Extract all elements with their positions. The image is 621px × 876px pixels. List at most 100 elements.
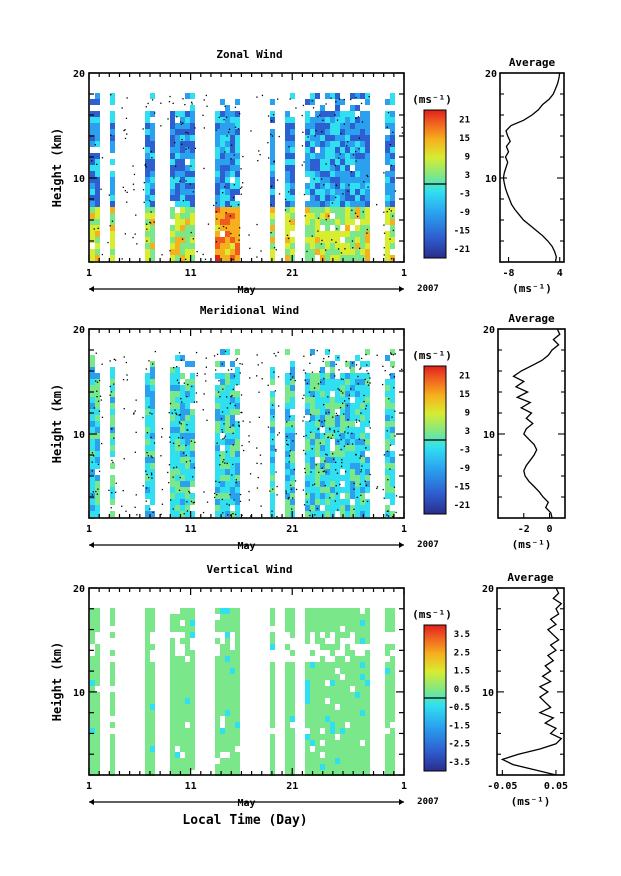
average-panel-vert: Average 20 10 -0.05 0.05 (ms⁻¹) [482,571,568,808]
y-tick-label: 10 [73,430,85,441]
contour-stipple-zonal [91,94,404,260]
y-tick-label: 20 [73,69,85,80]
x-tick-label: 21 [286,268,298,279]
average-profile-line [512,328,561,519]
average-frame [499,72,565,263]
panel-title: Vertical Wind [206,563,292,576]
colorbar-vert: (ms⁻¹)3.5 2.5 1.5 0.5 -0.5 -1.5 -2.5 -3.5 [412,608,470,772]
average-x-tick-label: -0.05 [487,781,517,792]
colorbar-zonal: (ms⁻¹) 21 15 9 3 -3 -9 -15 -21 [412,93,470,259]
colorbar-tick-label: -15 [454,482,470,492]
x-ticks-vert [88,587,405,776]
x-tick-label: 1 [86,524,92,535]
average-panel-zonal: Average 20 10 -8 4 (ms⁻¹) [485,56,565,295]
y-tick-label: 20 [73,584,85,595]
colorbar-tick-label: 21 [459,115,470,125]
y-tick-label: 10 [73,688,85,699]
average-x-tick-label: 0 [547,524,553,535]
colorbar-tick-label: 15 [459,390,470,400]
colorbar-tick-label: 3 [465,171,470,181]
x-tick-label: 21 [286,524,298,535]
colorbar-tick-label: -9 [459,464,470,474]
x-tick-label: 11 [185,268,197,279]
colorbar-tick-label: -3 [459,445,470,455]
plot-frame-zonal [88,72,405,263]
colorbar-unit: (ms⁻¹) [412,93,452,106]
average-y-tick-label: 20 [482,584,494,595]
average-x-tick-label: 0.05 [544,781,568,792]
x-ticks-zonal [88,72,405,263]
average-frame [497,328,566,519]
colorbar-meri: (ms⁻¹) 21 15 9 3 -3 -9 -15 -21 [412,349,470,515]
year-label: 2007 [417,284,439,294]
year-label: 2007 [417,797,439,807]
average-frame [496,587,565,776]
x-tick-label: 21 [286,781,298,792]
colorbar-tick-label: 9 [465,152,470,162]
average-y-tick-label: 20 [483,325,495,336]
contour-stipple-meri [91,350,403,518]
colorbar-tick-label: 21 [459,371,470,381]
colorbar-tick-label: -3.5 [448,758,470,768]
colorbar-unit: (ms⁻¹) [412,608,452,621]
colorbar-tick-label: 0.5 [454,685,470,695]
arrow-left-icon [89,542,94,548]
colorbar-tick-label: 9 [465,408,470,418]
heatmap-vert [90,608,395,776]
year-label: 2007 [417,540,439,550]
colorbar-tick-label: -1.5 [448,721,470,731]
colorbar-tick-label: 2.5 [454,648,470,658]
plot-frame-meri [88,328,405,519]
panel-ylabel: Height (km) [50,384,64,463]
x-ticks-meri [88,328,405,519]
average-profile-line [500,587,563,776]
average-title: Average [508,312,555,325]
colorbar-tick-label: 15 [459,134,470,144]
average-y-tick-label: 10 [485,174,497,185]
x-tick-label: 1 [86,781,92,792]
arrow-right-icon [399,286,404,292]
y-tick-label: 20 [73,325,85,336]
average-xlabel: (ms⁻¹) [512,538,552,551]
y-tick-label: 10 [73,174,85,185]
average-title: Average [509,56,556,69]
average-y-tick-label: 10 [483,430,495,441]
colorbar-tick-label: 1.5 [454,667,470,677]
panel-title: Zonal Wind [216,48,282,61]
x-tick-label: 11 [185,524,197,535]
average-panel-meri: Average 20 10 -2 0 (ms⁻¹) [483,312,566,551]
colorbar-tick-label: 3 [465,427,470,437]
average-xlabel: (ms⁻¹) [511,795,551,808]
plot-frame-vert [88,587,405,776]
month-label: May [237,541,255,552]
figure-xlabel: Local Time (Day) [182,813,307,828]
average-x-tick-label: 4 [557,268,563,279]
colorbar-tick-label: 3.5 [454,630,470,640]
colorbar-tick-label: -21 [454,501,470,511]
average-y-tick-label: 10 [482,688,494,699]
average-y-tick-label: 20 [485,69,497,80]
colorbar-tick-label: -21 [454,245,470,255]
arrow-left-icon [89,799,94,805]
average-x-tick-label: -8 [503,268,515,279]
colorbar-tick-label: -15 [454,226,470,236]
average-title: Average [507,571,554,584]
month-label: May [237,798,255,809]
x-tick-label: 11 [185,781,197,792]
average-x-tick-label: -2 [518,524,530,535]
panel-title: Meridional Wind [200,304,299,317]
heatmap-zonal [90,93,395,261]
average-profile-line [502,72,561,263]
x-tick-label: 1 [401,268,407,279]
x-tick-label: 1 [86,268,92,279]
colorbar-tick-label: -3 [459,189,470,199]
colorbar-tick-label: -9 [459,208,470,218]
arrow-right-icon [399,799,404,805]
average-xlabel: (ms⁻¹) [512,282,552,295]
x-tick-label: 1 [401,781,407,792]
panel-ylabel: Height (km) [50,642,64,721]
